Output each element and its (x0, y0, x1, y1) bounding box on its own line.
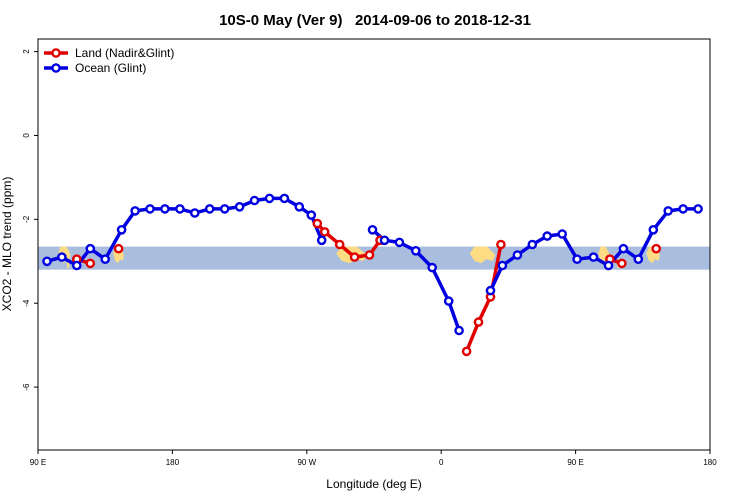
land-data-point (461, 346, 472, 357)
ocean-data-point (379, 235, 390, 246)
x-tick-label: 180 (166, 458, 180, 467)
ocean-data-point (100, 254, 110, 265)
ocean-data-point (316, 235, 327, 246)
ocean-data-point (234, 201, 245, 212)
y-tick-label: 0 (22, 133, 31, 138)
land-data-point (85, 258, 96, 269)
series-lines (46, 196, 699, 353)
ocean-data-point (693, 204, 703, 214)
y-axis: 2 0 -2 -4 -6 (22, 49, 38, 391)
ocean-data-point (175, 204, 185, 214)
ocean-data-point (279, 193, 290, 204)
ocean-data-point (219, 204, 230, 214)
ocean-data-point (678, 204, 688, 214)
ocean-data-point (427, 262, 438, 273)
land-data-point (334, 239, 345, 250)
x-tick-label: 0 (439, 458, 444, 467)
ocean-data-point (588, 252, 599, 262)
land-mass (469, 246, 496, 264)
ocean-data-point (306, 210, 317, 220)
ocean-data-point (42, 256, 52, 267)
plot-frame (37, 38, 711, 451)
ocean-legend-label: Ocean (Glint) (75, 61, 146, 75)
ocean-data-point (394, 237, 405, 248)
ocean-data-point (249, 195, 260, 206)
chart-title: 10S-0 May (Ver 9) 2014-09-06 to 2018-12-… (219, 12, 531, 29)
ocean-data-point (72, 260, 82, 271)
x-axis: 90 E 180 90 W 0 90 E 180 (30, 450, 717, 467)
x-axis-label: Longitude (deg E) (326, 477, 421, 491)
ocean-data-point (204, 204, 215, 214)
ocean-data-point (557, 229, 568, 239)
land-data-point (496, 239, 506, 250)
ocean-legend-marker (51, 63, 61, 73)
ocean-data-point (603, 260, 614, 271)
ocean-data-point (485, 285, 496, 296)
ocean-data-point (85, 243, 96, 254)
y-axis-label: XCO2 - MLO trend (ppm) (0, 177, 14, 312)
ocean-data-point (618, 243, 629, 254)
x-tick-label: 90 E (567, 458, 583, 467)
ocean-data-point (648, 224, 659, 235)
land-data-point (312, 218, 323, 229)
ocean-data-point (527, 239, 538, 250)
ocean-data-point (633, 254, 644, 265)
x-tick-label: 90 W (297, 458, 316, 467)
y-tick-label: -2 (22, 215, 31, 223)
land-series-line (464, 244, 503, 353)
ocean-data-point (497, 260, 508, 271)
ocean-data-point (367, 224, 378, 235)
land-data-point (364, 250, 375, 260)
ocean-data-point (130, 206, 140, 216)
y-tick-label: -6 (22, 383, 31, 391)
ocean-data-point (189, 208, 200, 218)
ocean-data-point (145, 204, 155, 214)
land-legend-label: Land (Nadir&Glint) (75, 46, 174, 60)
land-legend-marker (51, 48, 61, 58)
land-data-point (651, 243, 662, 254)
y-tick-label: 2 (22, 49, 31, 54)
ocean-data-point (454, 325, 464, 336)
ocean-data-point (160, 204, 170, 214)
ocean-data-point (410, 245, 421, 256)
ocean-data-point (542, 231, 553, 241)
ocean-data-point (572, 254, 582, 265)
ocean-data-point (663, 206, 674, 216)
ocean-data-point (443, 296, 454, 306)
ocean-data-point (294, 201, 305, 212)
ocean-data-point (512, 250, 523, 260)
y-tick-label: -4 (22, 299, 31, 307)
land-data-point (473, 317, 484, 327)
land-data-point (349, 252, 360, 262)
land-data-point (113, 243, 124, 254)
x-tick-label: 90 E (30, 458, 46, 467)
legend: Land (Nadir&Glint)Ocean (Glint) (44, 46, 174, 75)
series-points (42, 193, 703, 357)
ocean-data-point (264, 193, 275, 204)
x-tick-label: 180 (703, 458, 717, 467)
land-data-point (319, 227, 330, 237)
ocean-band (38, 246, 710, 270)
ocean-data-point (57, 252, 67, 262)
land-data-point (617, 258, 627, 269)
ocean-data-point (116, 224, 127, 235)
